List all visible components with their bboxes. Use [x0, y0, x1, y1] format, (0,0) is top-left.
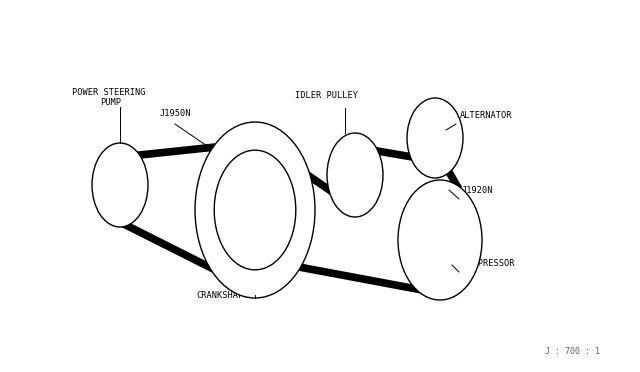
Text: J1950N: J1950N — [160, 109, 191, 118]
Ellipse shape — [92, 143, 148, 227]
Ellipse shape — [398, 180, 482, 300]
Text: PUMP: PUMP — [100, 98, 121, 107]
Ellipse shape — [214, 150, 296, 270]
Text: CRANKSHAFT: CRANKSHAFT — [196, 291, 248, 300]
Text: J1920N: J1920N — [462, 186, 493, 195]
Text: J : 700 : 1: J : 700 : 1 — [545, 347, 600, 356]
Ellipse shape — [407, 98, 463, 178]
Ellipse shape — [195, 122, 315, 298]
Ellipse shape — [327, 133, 383, 217]
Text: POWER STEERING: POWER STEERING — [72, 88, 145, 97]
Text: IDLER PULLEY: IDLER PULLEY — [295, 91, 358, 100]
Text: COMPRESSOR: COMPRESSOR — [462, 259, 515, 268]
Text: ALTERNATOR: ALTERNATOR — [460, 111, 513, 120]
